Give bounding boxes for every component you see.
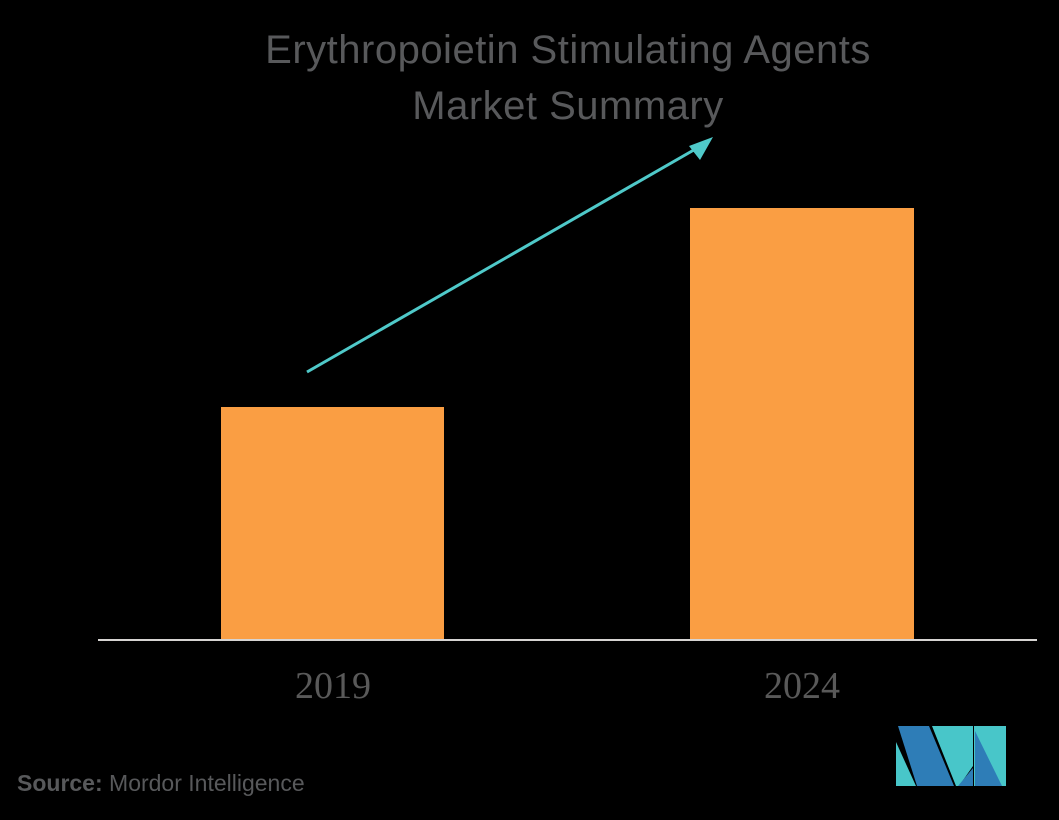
- x-axis-label-2019: 2019: [295, 665, 371, 707]
- chart-title: Erythropoietin Stimulating Agents Market…: [138, 22, 998, 134]
- growth-arrow-line: [306, 145, 700, 374]
- source-label: Source:: [17, 770, 103, 796]
- growth-arrow-head: [689, 137, 713, 160]
- bar-2019: [221, 407, 444, 640]
- x-axis-label-2024: 2024: [764, 665, 840, 707]
- mordor-intelligence-logo-icon: [896, 726, 1006, 786]
- logo-blue-diagonal-band: [898, 726, 954, 786]
- logo-left-teal-triangle: [896, 742, 916, 786]
- x-axis-line: [98, 639, 1037, 641]
- logo-right-blue-triangle: [975, 731, 1002, 786]
- source-attribution: Source: Mordor Intelligence: [17, 770, 305, 797]
- source-text: Mordor Intelligence: [102, 770, 305, 796]
- chart-title-line1: Erythropoietin Stimulating Agents: [265, 28, 871, 72]
- bar-2024: [690, 208, 914, 640]
- logo-middle-blue-triangle: [958, 768, 973, 786]
- logo-middle-teal-band: [932, 726, 973, 786]
- chart-title-line2: Market Summary: [412, 84, 724, 128]
